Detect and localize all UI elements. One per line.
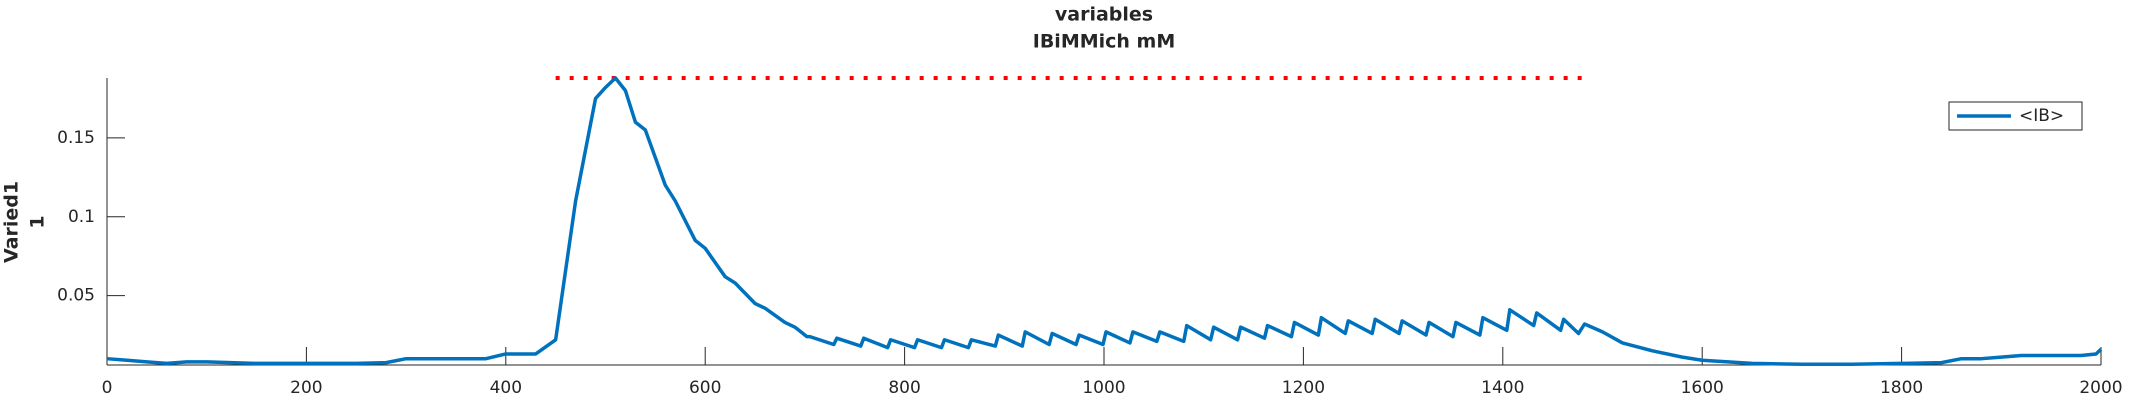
x-tick-label: 200 [290, 378, 322, 398]
y-tick-label: 0.15 [57, 128, 95, 148]
y-axis-label: Varied1 [1, 181, 23, 263]
y-axis-label: 1 [27, 215, 49, 228]
y-tick-label: 0.05 [57, 286, 95, 306]
legend-box [1948, 101, 2083, 131]
y-tick-label: 0.1 [68, 207, 95, 227]
x-tick-label: 400 [490, 378, 522, 398]
x-tick-label: 1800 [1880, 378, 1923, 398]
x-tick-label: 0 [102, 378, 113, 398]
x-tick-label: 2000 [2079, 378, 2122, 398]
data-line [106, 76, 2103, 366]
chart-title: variables [1055, 4, 1153, 26]
x-tick-label: 800 [888, 378, 920, 398]
x-tick-label: 1400 [1481, 378, 1524, 398]
x-tick-label: 1600 [1681, 378, 1724, 398]
legend-label: <IB> [2019, 106, 2064, 126]
chart-subtitle: IBiMMich mM [1033, 31, 1176, 53]
x-tick-label: 600 [689, 378, 721, 398]
x-tick-label: 1200 [1282, 378, 1325, 398]
x-tick-label: 1000 [1082, 378, 1125, 398]
